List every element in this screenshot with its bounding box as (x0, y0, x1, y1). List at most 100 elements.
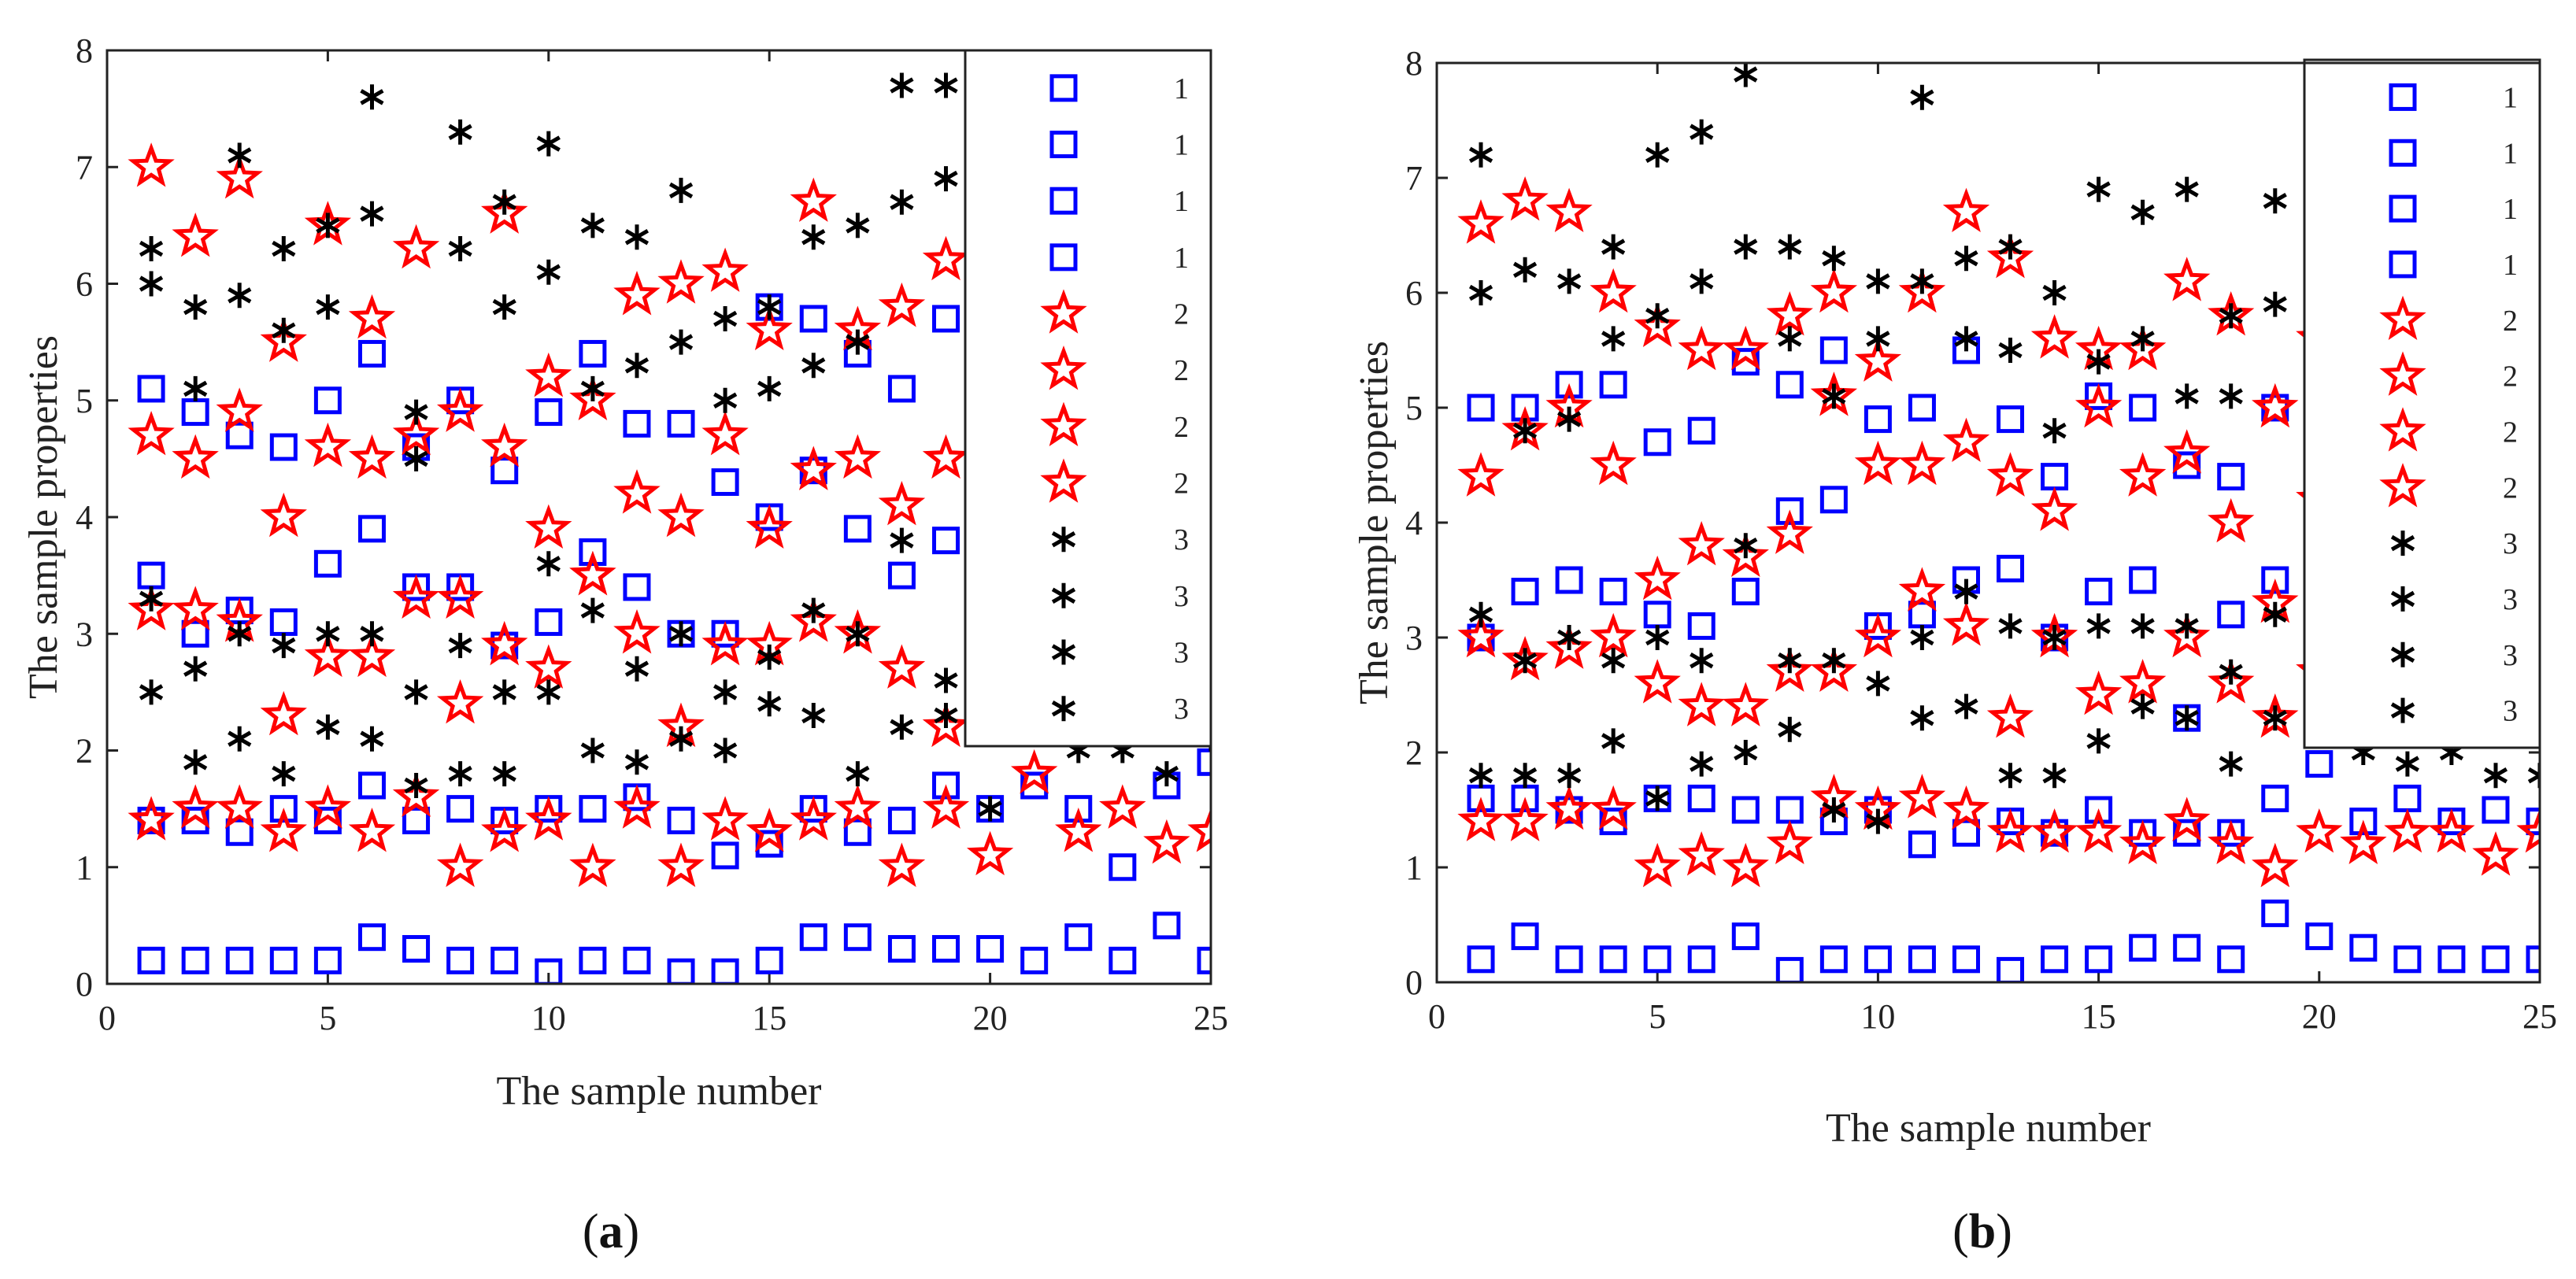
x-tick-label: 0 (1428, 997, 1445, 1036)
data-point-square (181, 946, 209, 974)
data-point-square (1511, 922, 1539, 951)
data-point-square (579, 339, 607, 368)
data-point-asterisk (1557, 406, 1582, 432)
data-point-square (269, 433, 298, 461)
data-point-asterisk (404, 445, 428, 471)
legend-marker-square (1049, 243, 1078, 272)
legend-label: 3 (2503, 527, 2518, 560)
data-point-square (137, 946, 165, 974)
data-point-square (1643, 428, 1671, 457)
legend-marker-star (1040, 401, 1087, 447)
data-point-asterisk (139, 679, 164, 705)
data-point-square (535, 398, 563, 427)
data-point-asterisk (272, 633, 296, 659)
legend-marker-star (1040, 346, 1087, 390)
data-point-square (843, 515, 872, 543)
data-point-asterisk (1954, 326, 1978, 352)
data-point-star (436, 678, 484, 724)
data-points (128, 72, 1211, 984)
data-point-asterisk (2219, 659, 2243, 685)
data-point-asterisk (1998, 613, 2023, 639)
data-point-asterisk (1822, 648, 1846, 674)
data-point-star (481, 422, 528, 468)
data-point-star (613, 271, 661, 316)
data-point-star (216, 387, 263, 432)
data-point-star (1501, 176, 1549, 221)
data-point-square (1467, 945, 1495, 974)
data-point-star (1590, 268, 1637, 313)
data-point-star (2208, 819, 2255, 865)
data-point-star (128, 142, 175, 187)
plot-frame (1435, 61, 2541, 984)
series-3-11 (139, 679, 1211, 822)
data-point-asterisk (801, 597, 826, 623)
y-tick-label: 6 (1405, 274, 1423, 312)
data-point-square (1731, 922, 1760, 951)
data-point-star (2119, 325, 2167, 371)
data-point-asterisk (2130, 199, 2155, 225)
data-point-star (392, 224, 440, 269)
data-point-square (490, 946, 519, 974)
data-point-square (1819, 945, 1848, 974)
data-point-square (1819, 486, 1848, 514)
data-point-asterisk (580, 375, 605, 401)
data-point-square (269, 946, 298, 974)
series-1-3 (1467, 899, 2540, 982)
data-point-asterisk (2130, 613, 2155, 639)
data-point-star (2119, 452, 2167, 497)
x-tick-label: 15 (752, 999, 786, 1037)
data-point-star (1766, 819, 1813, 865)
data-point-star (392, 574, 440, 619)
data-point-asterisk (272, 236, 296, 261)
data-point-asterisk (1998, 234, 2023, 260)
data-point-square (579, 795, 607, 823)
data-point-asterisk (404, 399, 428, 425)
legend-marker-asterisk (1051, 696, 1076, 722)
data-point-star (878, 842, 926, 888)
data-point-asterisk (2263, 705, 2287, 731)
legend-label: 1 (2503, 137, 2518, 170)
legend-marker-asterisk (1051, 639, 1076, 665)
data-point-asterisk (801, 353, 826, 379)
plot-frame (105, 49, 1212, 985)
data-point-square (402, 806, 431, 834)
data-point-star (1898, 440, 1946, 486)
data-point-square (2305, 922, 2334, 951)
data-point-asterisk (713, 306, 738, 331)
data-point-asterisk (668, 726, 694, 752)
data-point-star (2516, 808, 2540, 853)
data-point-square (2349, 808, 2378, 836)
data-point-star (922, 434, 970, 479)
data-point-asterisk (139, 586, 164, 612)
data-point-square (711, 468, 739, 497)
data-point-star (216, 153, 263, 199)
data-point-asterisk (2174, 613, 2199, 639)
data-point-asterisk (272, 761, 296, 787)
data-point-asterisk (360, 84, 384, 110)
data-point-star (1898, 567, 1946, 612)
data-point-asterisk (624, 224, 650, 250)
y-axis-label: The sample properties (1352, 341, 1397, 704)
data-point-asterisk (757, 691, 782, 717)
data-point-asterisk (1910, 84, 1934, 110)
data-point-star (2428, 808, 2475, 853)
legend-label: 3 (2503, 695, 2518, 728)
data-point-asterisk (1866, 808, 1890, 834)
data-point-star (172, 784, 219, 829)
legend-label: 3 (1174, 580, 1189, 613)
data-point-asterisk (2174, 176, 2199, 202)
data-point-asterisk (1154, 761, 1179, 787)
data-point-square (2305, 750, 2334, 778)
data-point-star (1722, 325, 1769, 371)
legend-marker-square (1049, 74, 1078, 102)
data-point-asterisk (448, 633, 472, 659)
data-point-asterisk (934, 703, 958, 728)
data-point-asterisk (404, 679, 428, 705)
data-point-asterisk (2042, 280, 2067, 305)
data-point-asterisk (668, 329, 694, 355)
legend-marker-asterisk (2390, 697, 2415, 723)
data-point-star (1898, 774, 1946, 819)
data-point-star (878, 644, 926, 689)
data-point-square (2349, 933, 2378, 962)
data-point-asterisk (978, 796, 1002, 822)
